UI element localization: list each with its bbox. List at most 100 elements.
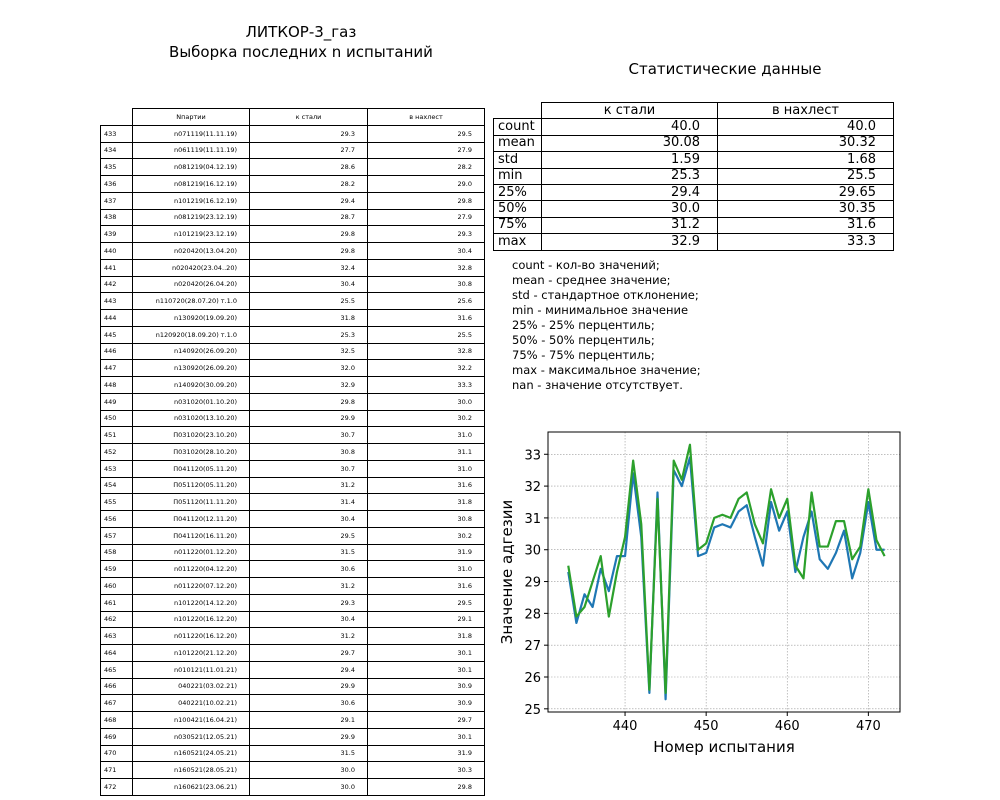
table-row: 439 n101219(23.12.19) 29.8 29.3 [100,225,485,243]
batch-cell: n101220(21.12.20) [132,644,250,662]
overlap-cell: 30.3 [367,761,485,779]
row-index: 436 [100,175,133,193]
row-index: 445 [100,325,133,344]
overlap-cell: 33.3 [367,376,485,394]
row-index: 468 [100,711,133,729]
stat-overlap-value: 30.32 [717,134,894,153]
row-index: 447 [100,359,133,377]
y-tick-label: 26 [524,671,541,686]
overlap-cell: 29.8 [367,191,485,210]
stat-overlap-value: 40.0 [717,118,894,136]
row-index: 438 [100,208,133,227]
table-row: 441 n020420(23.04..20) 32.4 32.8 [100,258,485,277]
stats-row: 75% 31.2 31.6 [493,216,894,235]
report-title: ЛИТКОР-3_газ Выборка последних n испытан… [140,22,462,62]
row-index: 441 [100,258,133,277]
overlap-cell: 32.2 [367,359,485,377]
legend-line: min - минимальное значение [512,303,689,317]
row-index: 469 [100,727,133,746]
overlap-cell: 28.2 [367,158,485,176]
table-row: 467 040221(10.02.21) 30.6 30.9 [100,694,485,712]
steel-cell: 29.4 [249,191,368,210]
stats-row: std 1.59 1.68 [493,151,894,169]
row-index: 464 [100,644,133,662]
y-tick-label: 27 [524,639,541,654]
overlap-cell: 31.6 [367,577,485,595]
overlap-cell: 29.1 [367,610,485,629]
batch-cell: n120920(18.09.20) т.1.0 [132,325,250,344]
stats-row: mean 30.08 30.32 [493,134,894,153]
stats-table: к стали в нахлест count 40.0 40.0 mean 30.08… [493,101,894,251]
overlap-cell: 31.9 [367,744,485,763]
batch-cell: n160521(28.05.21) [132,761,250,779]
table-row: 437 n101219(16.12.19) 29.4 29.8 [100,191,485,210]
table-row: 443 n110720(28.07.20) т.1.0 25.5 25.6 [100,292,485,310]
steel-cell: 29.7 [249,644,368,662]
batch-cell: n081219(23.12.19) [132,208,250,227]
y-tick-label: 28 [524,607,541,622]
batch-cell: n011220(01.12.20) [132,543,250,562]
steel-cell: 30.4 [249,510,368,528]
y-tick-label: 30 [524,544,541,559]
stats-title: Статистические данные [628,60,822,78]
batch-cell: n081219(16.12.19) [132,175,250,193]
samples-header-overlap: в нахлест [367,108,485,126]
row-index: 465 [100,660,133,679]
overlap-cell: 31.9 [367,543,485,562]
y-tick-label: 25 [524,703,541,718]
table-row: 464 n101220(21.12.20) 29.7 30.1 [100,644,485,662]
table-row: 436 n081219(16.12.19) 28.2 29.0 [100,175,485,193]
table-row: 465 n010121(11.01.21) 29.4 30.1 [100,660,485,679]
legend-line: 75% - 75% перцентиль; [512,348,655,362]
row-index: 455 [100,493,133,511]
row-index: 466 [100,677,133,696]
batch-cell: 040221(03.02.21) [132,677,250,696]
table-row: 435 n081219(04.12.19) 28.6 28.2 [100,158,485,176]
overlap-cell: 32.8 [367,258,485,277]
steel-cell: 31.2 [249,476,368,495]
row-index: 454 [100,476,133,495]
steel-cell: 32.5 [249,342,368,361]
series-line-1 [567,443,886,695]
batch-cell: П041120(16.11.20) [132,526,250,545]
stats-row: 25% 29.4 29.65 [493,183,894,202]
row-index: 450 [100,409,133,428]
steel-cell: 31.5 [249,744,368,763]
legend-line: std - стандартное отклонение; [512,288,699,302]
samples-corner-cell [100,108,133,126]
row-index: 460 [100,577,133,595]
samples-table: Nпартии к стали в нахлест 433 n071119(11.… [100,108,485,796]
overlap-cell: 30.9 [367,677,485,696]
table-row: 444 n130920(19.09.20) 31.8 31.6 [100,309,485,327]
stat-overlap-value: 25.5 [717,167,894,185]
overlap-cell: 29.7 [367,711,485,729]
batch-cell: n020420(23.04..20) [132,258,250,277]
stat-steel-value: 31.2 [541,216,718,235]
legend-line: 25% - 25% перцентиль; [512,318,655,332]
row-index: 453 [100,459,133,478]
stat-overlap-value: 33.3 [717,233,894,251]
batch-cell: П031020(23.10.20) [132,426,250,444]
report-title-line2: Выборка последних n испытаний [169,43,433,61]
row-index: 470 [100,744,133,763]
stats-row: max 32.9 33.3 [493,233,894,251]
steel-cell: 31.5 [249,543,368,562]
steel-cell: 30.7 [249,426,368,444]
batch-cell: n100421(16.04.21) [132,711,250,729]
legend-line: max - максимальное значение; [512,363,701,377]
steel-cell: 29.9 [249,727,368,746]
samples-header-batch: Nпартии [132,108,250,126]
table-row: 458 n011220(01.12.20) 31.5 31.9 [100,543,485,562]
y-axis-label: Значение адгезии [498,500,516,644]
steel-cell: 32.4 [249,258,368,277]
x-tick-label: 460 [775,719,800,734]
steel-cell: 29.9 [249,677,368,696]
steel-cell: 30.0 [249,761,368,779]
row-index: 452 [100,443,133,461]
batch-cell: n130920(19.09.20) [132,309,250,327]
steel-cell: 29.8 [249,242,368,260]
plot-frame [547,431,901,713]
batch-cell: n030521(12.05.21) [132,727,250,746]
table-row: 440 n020420(13.04.20) 29.8 30.4 [100,242,485,260]
table-row: 452 П031020(28.10.20) 30.8 31.1 [100,443,485,461]
